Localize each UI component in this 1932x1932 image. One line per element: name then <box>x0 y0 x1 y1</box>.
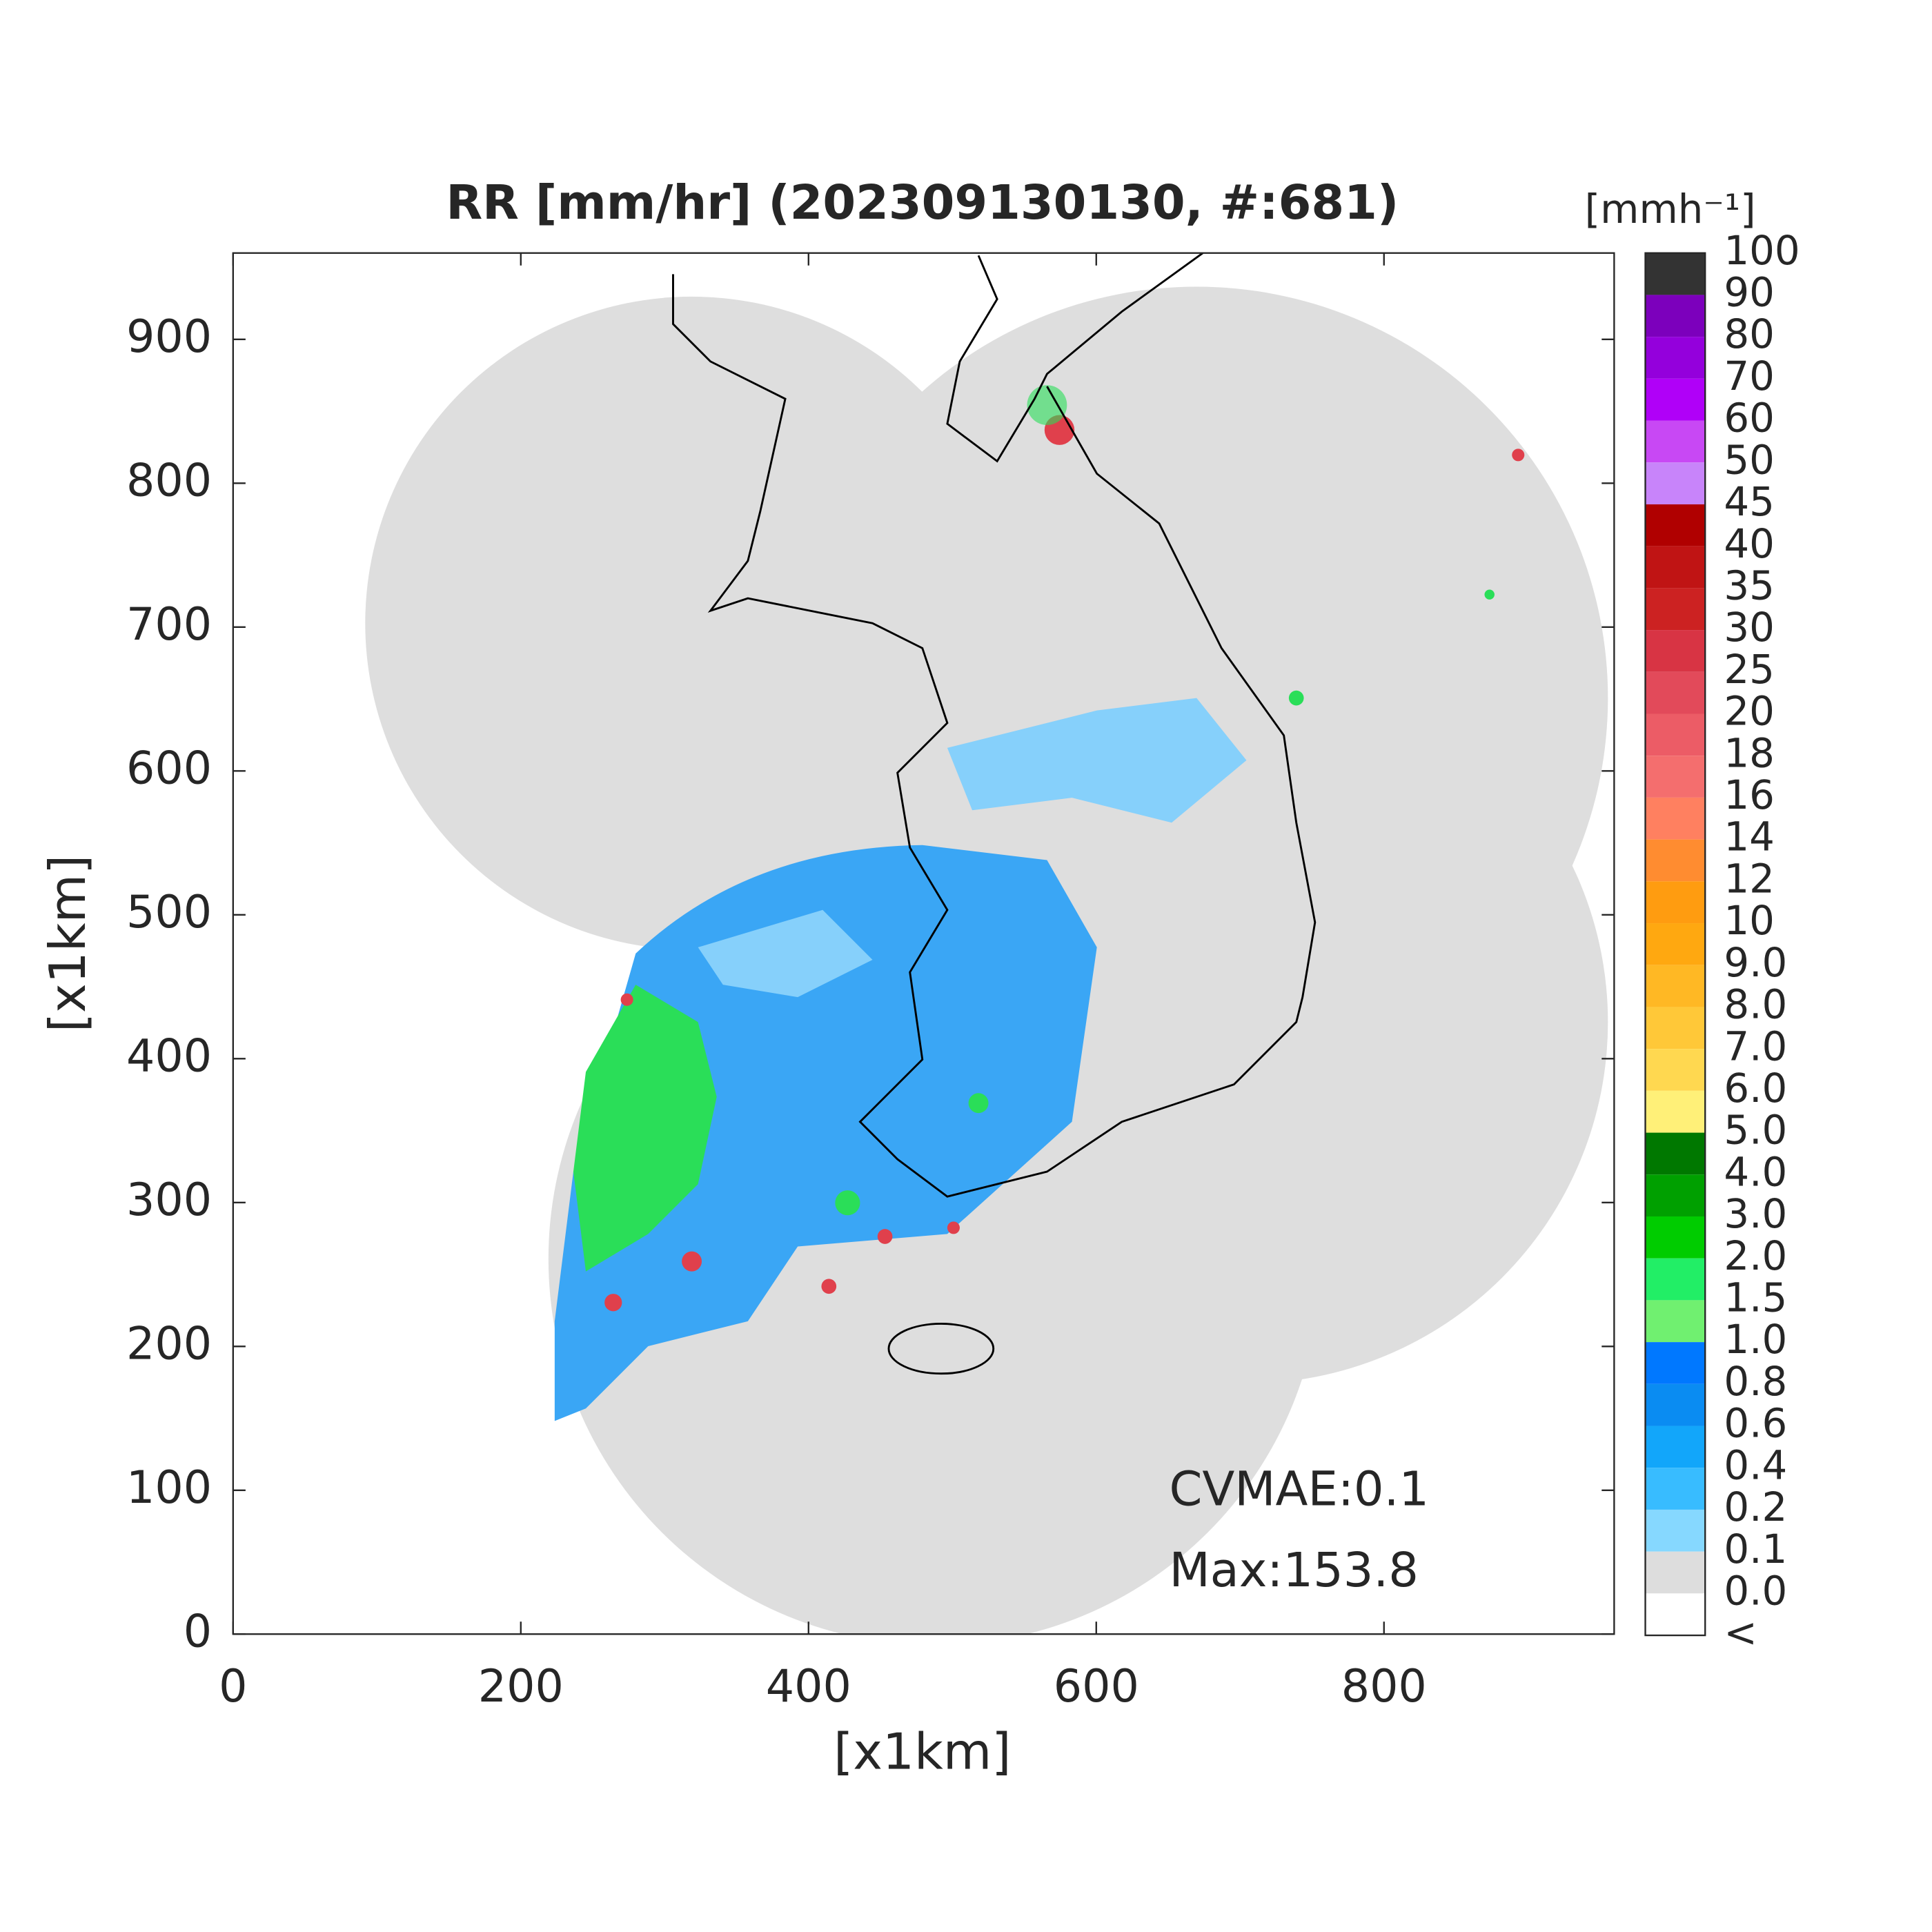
colorbar-segment <box>1645 546 1706 589</box>
colorbar-tick-label: 0.0 <box>1724 1567 1787 1614</box>
plot-frame <box>232 252 1615 1635</box>
x-tick-label: 0 <box>219 1661 247 1713</box>
colorbar-segment <box>1645 588 1706 631</box>
colorbar-segment <box>1645 965 1706 1007</box>
colorbar-tick-label: 2.0 <box>1724 1232 1787 1279</box>
colorbar-tick-label: 16 <box>1724 771 1775 818</box>
x-tick-label: 200 <box>478 1661 564 1713</box>
colorbar-segment <box>1645 1174 1706 1216</box>
y-tick-label: 800 <box>126 455 212 506</box>
light-rain-area <box>698 698 1247 998</box>
annotation: Max:153.8 <box>1169 1543 1418 1598</box>
colorbar-tick-label: 1.5 <box>1724 1274 1787 1321</box>
colorbar-tick-label: 80 <box>1724 310 1775 357</box>
colorbar-tick-label: 3.0 <box>1724 1190 1787 1237</box>
colorbar-segment <box>1645 1426 1706 1468</box>
colorbar-tick-label: 30 <box>1724 604 1775 651</box>
colorbar-frame <box>1644 252 1706 1637</box>
colorbar-segment <box>1645 1049 1706 1091</box>
colorbar-segment <box>1645 504 1706 546</box>
y-tick-label: 200 <box>126 1318 212 1370</box>
coastline <box>672 253 1317 1375</box>
colorbar-tick-label: 40 <box>1724 520 1775 567</box>
colorbar-label: [mmh⁻¹] <box>1585 186 1756 233</box>
chart-title: RR [mm/hr] (202309130130, #:681) <box>446 175 1399 230</box>
colorbar-tick-label: 10 <box>1724 897 1775 944</box>
colorbar-segment <box>1645 1342 1706 1384</box>
y-axis-label: [x1km] <box>39 855 97 1032</box>
colorbar-tick-label: 60 <box>1724 395 1775 442</box>
y-tick-label: 0 <box>184 1606 212 1657</box>
x-tick-label: 400 <box>766 1661 851 1713</box>
colorbar-segment <box>1645 756 1706 798</box>
colorbar-segment <box>1645 1258 1706 1301</box>
y-tick-label: 700 <box>126 599 212 651</box>
x-tick-label: 600 <box>1054 1661 1139 1713</box>
y-tick-label: 600 <box>126 742 212 794</box>
colorbar-segment <box>1645 1216 1706 1259</box>
colorbar-tick-label: 0.4 <box>1724 1441 1787 1488</box>
colorbar-segment <box>1645 881 1706 924</box>
colorbar-tick-label: 0.6 <box>1724 1400 1787 1447</box>
colorbar-tick-label: 0.8 <box>1724 1358 1787 1405</box>
colorbar-tick-label: 35 <box>1724 562 1775 609</box>
y-tick-label: 100 <box>126 1462 212 1514</box>
colorbar-segment <box>1645 337 1706 379</box>
colorbar-segment <box>1645 295 1706 337</box>
colorbar-tick-label: 50 <box>1724 436 1775 483</box>
colorbar-tick-label: 0.1 <box>1724 1526 1787 1573</box>
colorbar-tick-label: 70 <box>1724 353 1775 400</box>
colorbar-tick-label: 100 <box>1724 227 1800 274</box>
colorbar-tick-label: 20 <box>1724 688 1775 735</box>
y-tick-label: 900 <box>126 311 212 363</box>
colorbar-tick-label: 90 <box>1724 269 1775 316</box>
colorbar-tick-label: 12 <box>1724 855 1775 902</box>
colorbar-segment <box>1645 1551 1706 1594</box>
colorbar-segment <box>1645 253 1706 295</box>
colorbar-tick-label: 14 <box>1724 814 1775 860</box>
colorbar-tick-label: < <box>1724 1609 1757 1656</box>
colorbar-segment <box>1645 839 1706 882</box>
radar-field <box>365 253 1608 1635</box>
rain-area <box>554 845 1097 1421</box>
y-tick-label: 300 <box>126 1174 212 1226</box>
colorbar-tick-label: 6.0 <box>1724 1065 1787 1112</box>
colorbar-segment <box>1645 923 1706 965</box>
colorbar-segment <box>1645 1383 1706 1426</box>
colorbar-tick-label: 18 <box>1724 729 1775 776</box>
colorbar-tick-label: 8.0 <box>1724 981 1787 1028</box>
colorbar-segment <box>1645 1300 1706 1343</box>
y-tick-label: 400 <box>126 1030 212 1082</box>
colorbar-tick-label: 1.0 <box>1724 1316 1787 1363</box>
y-tick-label: 500 <box>126 887 212 938</box>
colorbar-tick-label: 7.0 <box>1724 1023 1787 1070</box>
colorbar-segment <box>1645 1468 1706 1510</box>
colorbar-segment <box>1645 671 1706 714</box>
annotation: CVMAE:0.1 <box>1169 1461 1429 1517</box>
colorbar-segment <box>1645 1007 1706 1049</box>
colorbar-tick-label: 4.0 <box>1724 1148 1787 1195</box>
colorbar-tick-label: 45 <box>1724 478 1775 525</box>
colorbar-segment <box>1645 462 1706 504</box>
colorbar-segment <box>1645 420 1706 463</box>
colorbar-segment <box>1645 630 1706 672</box>
heavy-rain-cells <box>604 415 1525 1312</box>
colorbar-tick-label: 5.0 <box>1724 1107 1787 1154</box>
colorbar-tick-label: 9.0 <box>1724 939 1787 986</box>
x-axis-label: [x1km] <box>834 1723 1011 1781</box>
x-tick-label: 800 <box>1341 1661 1427 1713</box>
colorbar-segment <box>1645 1509 1706 1552</box>
colorbar-tick-label: 25 <box>1724 646 1775 693</box>
moderate-rain-area <box>573 985 717 1272</box>
colorbar-segment <box>1645 713 1706 756</box>
colorbar-segment <box>1645 797 1706 840</box>
colorbar-segment <box>1645 378 1706 421</box>
colorbar-tick-label: 0.2 <box>1724 1483 1787 1530</box>
colorbar-segment <box>1645 1593 1706 1636</box>
colorbar-segment <box>1645 1090 1706 1133</box>
colorbar-segment <box>1645 1132 1706 1175</box>
